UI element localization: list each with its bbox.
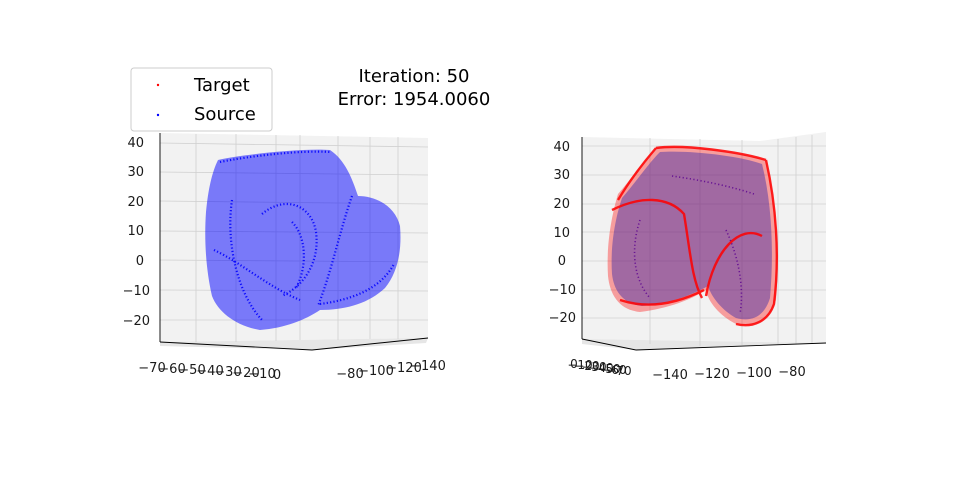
left-z-tick: 40 [127,136,144,151]
legend: Target Source [130,67,273,132]
left-z-tick: −20 [123,314,150,329]
left-x-tick: 0 [273,368,281,383]
left-z-tick: 0 [136,254,144,269]
left-y-tick: −140 [410,359,446,374]
left-z-ticks: 40 30 20 10 0 −10 −20 [123,136,150,329]
left-x-tick: −70 [138,361,165,376]
right-gridlines [582,135,826,346]
legend-source-marker [156,113,160,117]
right-target-body [607,146,778,326]
right-axis-lines [581,137,827,351]
right-x-tick: −30 [581,360,606,374]
left-plot: 40 30 20 10 0 −10 −20 −70 −60 −50 −40 −3… [123,133,446,383]
right-overlap-cloud [607,145,779,327]
right-x-tick: 0 [570,357,578,371]
left-z-tick: 10 [127,224,144,239]
left-y-tick: −120 [386,361,422,376]
right-y-tick: −80 [778,365,805,380]
right-x-tick: −60 [601,363,626,377]
left-z-tick: 20 [127,195,144,210]
legend-box [130,67,273,132]
right-z-tick: 20 [553,197,570,212]
left-x-tick: −50 [178,363,205,378]
right-z-tick: 30 [553,168,570,183]
right-x-tick: −10 [567,358,592,372]
right-plot: 40 30 20 10 0 −10 −20 0 −10 −20 −30 −40 … [549,132,827,383]
right-floor-pane [582,339,826,350]
right-z-tick: −20 [549,311,576,326]
right-x-tick: −40 [588,361,613,375]
right-source-body [611,151,772,320]
right-y-tick: −120 [694,367,730,382]
left-z-tick: 30 [127,165,144,180]
left-x-tick: −60 [158,362,185,377]
left-x-tick: −10 [248,367,275,382]
left-x-ticks: −70 −60 −50 −40 −30 −20 −10 0 [138,361,281,383]
right-z-tick: 0 [558,254,566,269]
right-x-tick: −70 [606,364,631,378]
right-z-ticks: 40 30 20 10 0 −10 −20 [549,140,576,326]
right-y-tick: −100 [736,366,772,381]
left-y-ticks: −80 −100 −120 −140 [336,359,446,382]
right-x-tick: −20 [574,359,599,373]
legend-source-label: Source [194,104,256,125]
left-floor-pane [160,338,428,350]
right-y-tick: −140 [652,368,688,383]
left-y-tick: −100 [358,364,394,379]
right-source-contours [633,175,755,315]
left-x-tick: −40 [196,364,223,379]
left-y-tick: −80 [336,367,363,382]
right-target-contours [611,145,779,327]
title-error: Error: 1954.0060 [338,89,491,110]
left-axis-lines [159,133,429,351]
right-y-ticks: −140 −120 −100 −80 [652,365,806,383]
title-iteration: Iteration: 50 [358,66,469,87]
right-z-tick: −10 [549,283,576,298]
legend-target-marker [156,83,160,87]
left-source-contours [213,150,395,321]
right-x-ticks: 0 −10 −20 −30 −40 −50 −60 −70 [567,357,631,378]
left-source-cloud [205,149,401,330]
right-x-tick: −50 [595,362,620,376]
right-z-tick: 10 [553,226,570,241]
left-z-tick: −10 [123,284,150,299]
right-z-tick: 40 [553,140,570,155]
figure-title: Iteration: 50 Error: 1954.0060 [338,66,491,110]
left-x-tick: −20 [232,366,259,381]
legend-target-label: Target [193,75,250,96]
left-x-tick: −30 [214,365,241,380]
